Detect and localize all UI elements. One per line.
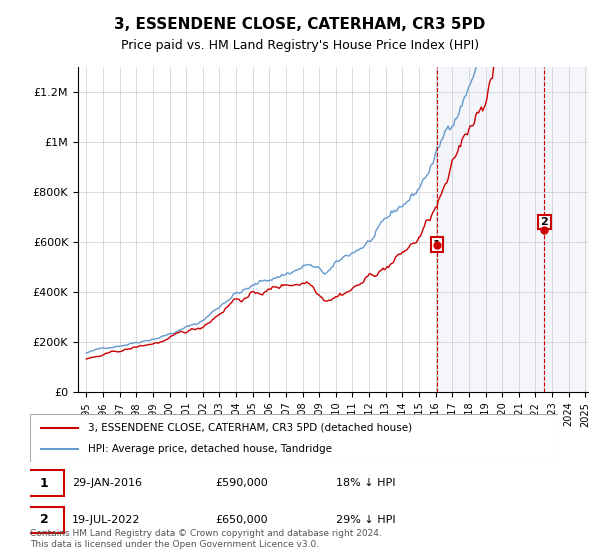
Text: £650,000: £650,000 — [215, 515, 268, 525]
Text: 2: 2 — [40, 514, 49, 526]
FancyBboxPatch shape — [25, 507, 64, 533]
Text: 18% ↓ HPI: 18% ↓ HPI — [336, 478, 396, 488]
Text: 29-JAN-2016: 29-JAN-2016 — [72, 478, 142, 488]
Text: 2: 2 — [541, 217, 548, 227]
Text: Price paid vs. HM Land Registry's House Price Index (HPI): Price paid vs. HM Land Registry's House … — [121, 39, 479, 52]
Text: HPI: Average price, detached house, Tandridge: HPI: Average price, detached house, Tand… — [88, 444, 332, 454]
Bar — [544, 67, 588, 392]
Text: £590,000: £590,000 — [215, 478, 268, 488]
Text: 3, ESSENDENE CLOSE, CATERHAM, CR3 5PD: 3, ESSENDENE CLOSE, CATERHAM, CR3 5PD — [115, 17, 485, 32]
FancyBboxPatch shape — [25, 470, 64, 496]
Text: Contains HM Land Registry data © Crown copyright and database right 2024.
This d: Contains HM Land Registry data © Crown c… — [30, 529, 382, 549]
Text: 19-JUL-2022: 19-JUL-2022 — [72, 515, 141, 525]
Bar — [437, 67, 544, 392]
FancyBboxPatch shape — [30, 414, 558, 462]
Text: 3, ESSENDENE CLOSE, CATERHAM, CR3 5PD (detached house): 3, ESSENDENE CLOSE, CATERHAM, CR3 5PD (d… — [88, 423, 412, 433]
Text: 1: 1 — [40, 477, 49, 490]
Text: 29% ↓ HPI: 29% ↓ HPI — [336, 515, 396, 525]
Text: 1: 1 — [433, 240, 441, 250]
